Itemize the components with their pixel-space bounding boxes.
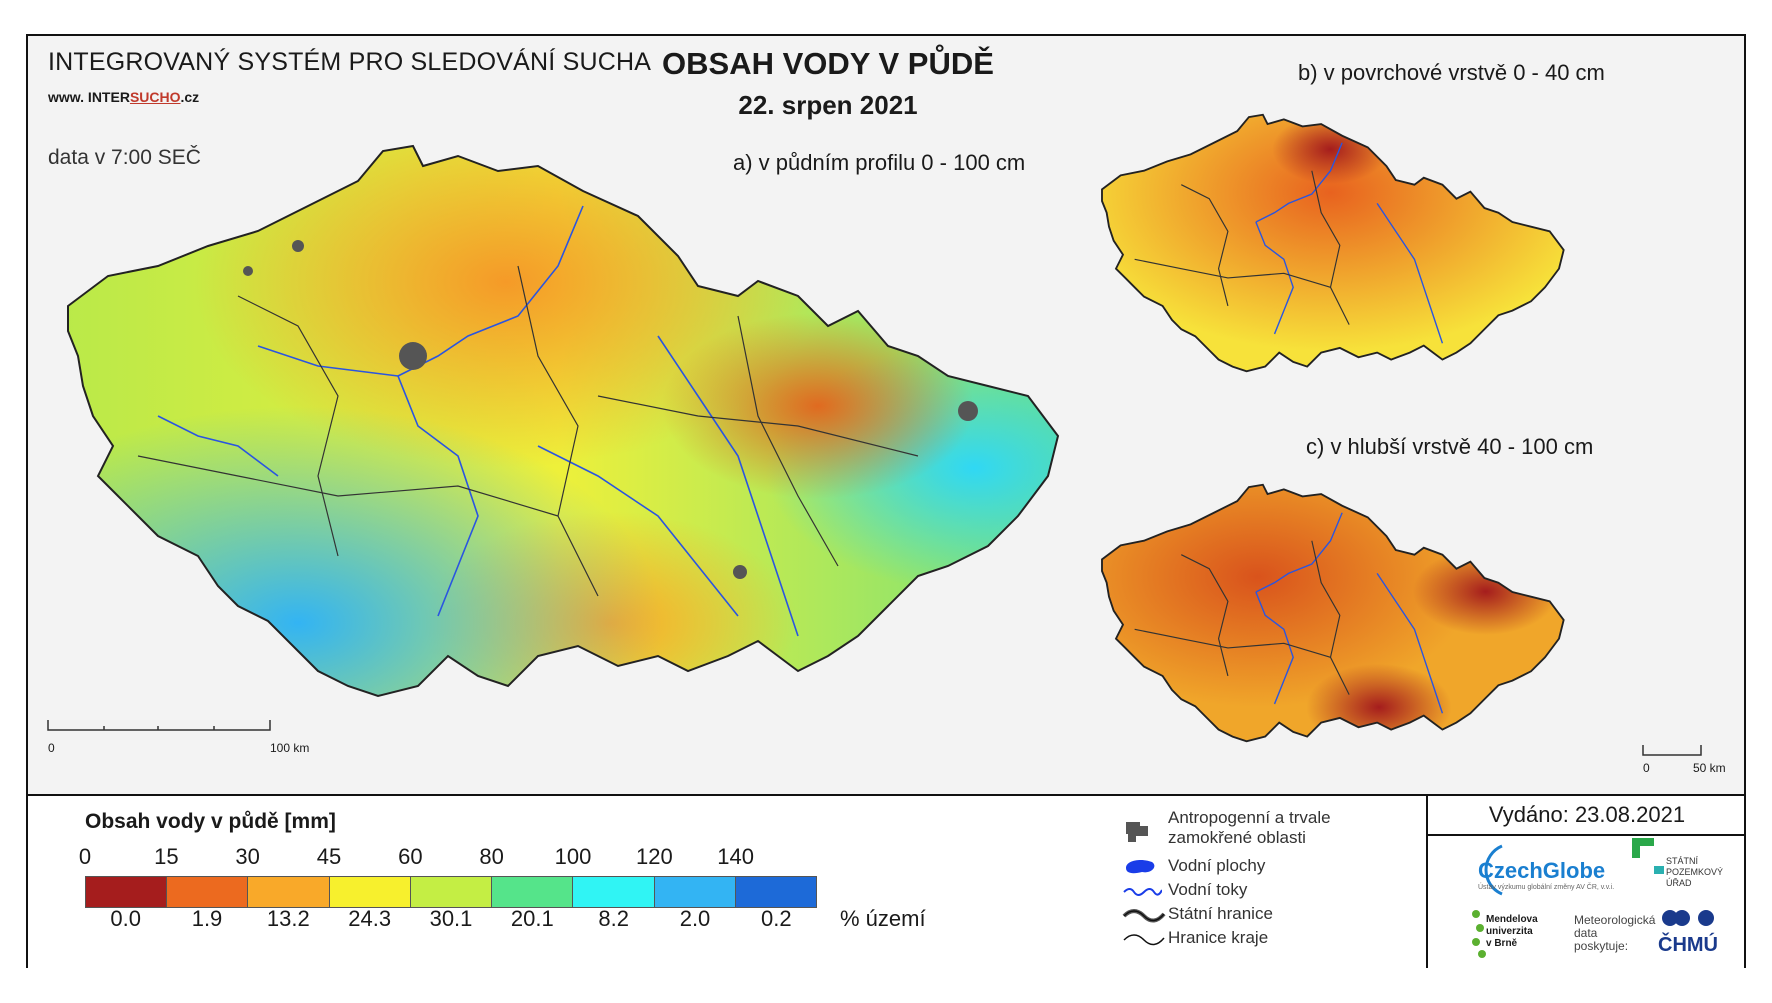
map-a-soil-profile — [67, 145, 1059, 697]
map-c-deeper-layer — [1101, 483, 1565, 743]
legend-threshold-label: 30 — [235, 844, 260, 869]
colorbar-segment — [654, 877, 736, 907]
main-title: OBSAH VODY V PŮDĚ — [662, 46, 994, 81]
mendel-logo-icon — [1472, 910, 1486, 958]
legend-percentage-value: 20.1 — [510, 906, 554, 931]
chmu-logo-icon — [1662, 910, 1714, 926]
scale-bar-small — [1642, 745, 1702, 756]
legend-state-border-label: Státní hranice — [1168, 904, 1273, 923]
river-icon — [1123, 888, 1162, 896]
spu-line-2: POZEMKOVÝ — [1666, 867, 1724, 877]
legend-threshold-label: 120 — [635, 844, 673, 869]
colorbar-segment — [492, 877, 574, 907]
website-suffix: .cz — [180, 89, 200, 105]
colorbar-segment — [86, 877, 168, 907]
region-border-icon — [1123, 934, 1165, 946]
colorbar-segment — [573, 877, 655, 907]
website-link[interactable]: www. INTERSUCHO.cz — [48, 89, 199, 105]
issued-panel: Vydáno: 23.08.2021 CzechGlobe Ústav výzk… — [1426, 796, 1746, 968]
colorbar-segment — [410, 877, 493, 907]
scale-bar-main — [47, 720, 271, 731]
chmu-logo-text: ČHMÚ — [1658, 934, 1718, 956]
legend-percentage-value: 0.0 — [110, 906, 141, 931]
water-body-icon — [1126, 860, 1155, 874]
legend-threshold-label: 15 — [154, 844, 179, 869]
legend-percentage-value: 8.2 — [598, 906, 629, 931]
scale-small-zero: 0 — [1643, 761, 1650, 775]
legend-threshold-label: 45 — [316, 844, 342, 869]
scale-small-50km: 50 km — [1693, 761, 1726, 775]
legend-title: Obsah vody v půdě [mm] — [85, 810, 336, 833]
legend-threshold-label: 0 — [78, 844, 92, 869]
legend-urban-label2: zamokřené oblasti — [1168, 828, 1306, 847]
map-a-label: a) v půdním profilu 0 - 100 cm — [733, 150, 1026, 175]
legend-river-label: Vodní toky — [1168, 880, 1248, 899]
legend-percentage-value: 0.2 — [761, 906, 792, 931]
mendel-line-3: v Brně — [1486, 938, 1518, 949]
spu-line-1: STÁTNÍ — [1666, 856, 1699, 866]
legend-percentage-value: 30.1 — [429, 906, 473, 931]
map-b-label: b) v povrchové vrstvě 0 - 40 cm — [1298, 60, 1605, 85]
legend-threshold-label: 80 — [479, 844, 504, 869]
meteo-line-2: data — [1574, 926, 1598, 940]
mendel-logo-text: Mendelova univerzita v Brně — [1486, 914, 1538, 950]
map-b-surface-layer — [1101, 113, 1565, 373]
issued-date: Vydáno: 23.08.2021 — [1428, 796, 1746, 836]
mendel-line-2: univerzita — [1486, 926, 1533, 937]
colorbar-segment — [248, 877, 330, 907]
website-prefix: www. INTER — [48, 89, 130, 105]
state-border-icon — [1122, 909, 1166, 923]
legend-panel: Obsah vody v půdě [mm] 0 15 30 45 60 80 100 120… — [28, 794, 1746, 968]
map-date: 22. srpen 2021 — [738, 90, 918, 120]
website-highlight: SUCHO — [129, 89, 181, 105]
urban-area-icon — [1126, 822, 1148, 842]
legend-urban-label: Antropogenní a trvale — [1168, 808, 1331, 827]
legend-percentage-value: 1.9 — [191, 906, 223, 931]
scale-main-100km: 100 km — [270, 741, 310, 755]
legend-percentage-value: 2.0 — [679, 906, 711, 931]
legend-water-label: Vodní plochy — [1168, 856, 1266, 875]
map-frame: INTEGROVANÝ SYSTÉM PRO SLEDOVÁNÍ SUCHA w… — [26, 34, 1746, 968]
spu-logo-text: STÁTNÍ POZEMKOVÝ ÚŘAD — [1666, 856, 1723, 889]
percent-unit: % území — [840, 906, 926, 931]
czechglobe-logo: CzechGlobe — [1478, 858, 1606, 883]
spu-line-3: ÚŘAD — [1666, 878, 1692, 888]
meteo-line-1: Meteorologická — [1574, 913, 1656, 927]
map-c-label: c) v hlubší vrstvě 40 - 100 cm — [1306, 434, 1594, 459]
data-time: data v 7:00 SEČ — [48, 146, 201, 169]
meteo-line-3: poskytuje: — [1574, 939, 1629, 953]
spu-logo-icon — [1632, 838, 1664, 874]
map-area: INTEGROVANÝ SYSTÉM PRO SLEDOVÁNÍ SUCHA w… — [28, 36, 1744, 794]
system-title: INTEGROVANÝ SYSTÉM PRO SLEDOVÁNÍ SUCHA — [48, 48, 652, 76]
legend-region-border-label: Hranice kraje — [1168, 928, 1269, 947]
legend-threshold-label: 60 — [398, 844, 423, 869]
czechglobe-logo-arc — [1484, 844, 1503, 896]
legend-percentage-value: 13.2 — [266, 906, 310, 931]
mendel-line-1: Mendelova — [1486, 914, 1538, 925]
colorbar-segment — [329, 877, 411, 907]
legend-threshold-label: 140 — [717, 844, 755, 869]
legend-percentage-value: 24.3 — [348, 906, 392, 931]
colorbar-segment — [735, 877, 816, 907]
legend-colorbar — [85, 876, 817, 908]
colorbar-segment — [167, 877, 249, 907]
legend-threshold-label: 100 — [554, 844, 592, 869]
scale-main-zero: 0 — [48, 741, 55, 755]
meteo-data-text: Meteorologická data poskytuje: — [1574, 914, 1655, 953]
czechglobe-subtitle: Ústav výzkumu globální změny AV ČR, v.v.… — [1478, 884, 1615, 891]
